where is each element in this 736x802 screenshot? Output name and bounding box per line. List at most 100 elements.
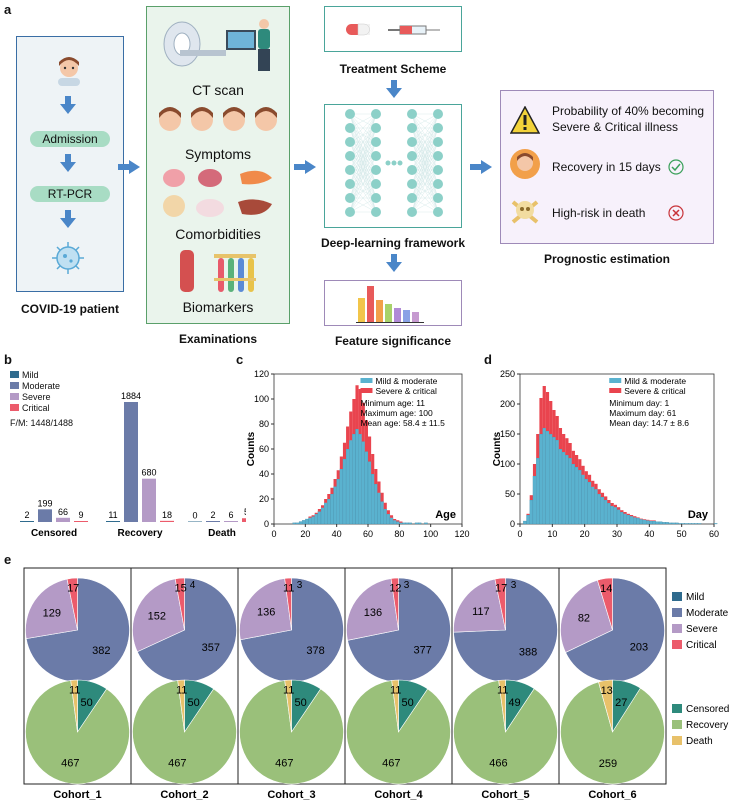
hist-bar-mild-moderate bbox=[399, 522, 403, 525]
hist-bar-mild-moderate bbox=[662, 522, 666, 525]
prognosis-caption: Prognostic estimation bbox=[543, 252, 671, 266]
hist-bar-severe-critical bbox=[574, 455, 579, 467]
hist-bar-severe-critical bbox=[587, 474, 592, 482]
hist-bar-severe-critical bbox=[604, 496, 608, 500]
hist-bar-mild-moderate bbox=[536, 457, 540, 525]
hist-bar-severe-critical bbox=[377, 481, 381, 493]
cross-icon bbox=[668, 205, 684, 221]
hist-bar-mild-moderate bbox=[613, 507, 618, 525]
pie-value-label: 17 bbox=[495, 583, 507, 595]
y-tick-label: 60 bbox=[259, 444, 269, 454]
cohort-label: Cohort_1 bbox=[53, 789, 101, 801]
pie-value-label: 50 bbox=[188, 697, 200, 709]
hist-bar-severe-critical bbox=[311, 515, 315, 517]
death-risk-text: High-risk in death bbox=[552, 206, 646, 220]
exam-item-ct: CT scan bbox=[192, 82, 244, 98]
y-tick-label: 100 bbox=[500, 459, 515, 469]
stat-text: Mean age: 58.4 ± 11.5 bbox=[360, 418, 445, 428]
pie-slice-death bbox=[391, 679, 399, 733]
cohort-label: Cohort_3 bbox=[267, 789, 315, 801]
cohort-label: Cohort_2 bbox=[160, 789, 208, 801]
hist-bar-mild-moderate bbox=[392, 520, 397, 525]
nn-dot bbox=[397, 160, 403, 166]
examinations-caption: Examinations bbox=[178, 332, 258, 346]
nn-edge bbox=[349, 113, 377, 157]
pie-slice-critical bbox=[390, 577, 399, 631]
panel-e-letter: e bbox=[4, 552, 12, 567]
y-tick-label: 40 bbox=[259, 469, 269, 479]
nn-node bbox=[407, 109, 417, 119]
hist-bar-mild-moderate bbox=[383, 508, 387, 525]
hist-bar-mild-moderate bbox=[305, 518, 309, 525]
hist-bar-severe-critical bbox=[526, 513, 530, 515]
pie-value-label: 466 bbox=[489, 757, 507, 769]
hist-bar-mild-moderate bbox=[652, 520, 656, 525]
legend-label: Severe bbox=[22, 392, 51, 402]
nn-node bbox=[371, 207, 381, 217]
nn-dot bbox=[385, 160, 391, 166]
bar-moderate bbox=[206, 521, 220, 522]
recovered-patient-icon bbox=[510, 149, 540, 179]
cohort-label: Cohort_4 bbox=[374, 789, 423, 801]
virus-icon bbox=[48, 240, 88, 281]
hist-bar-mild-moderate bbox=[665, 522, 669, 525]
hist-bar-severe-critical bbox=[371, 454, 375, 474]
hist-bar-mild-moderate bbox=[327, 498, 331, 525]
legend-item-severe: Severe bbox=[10, 392, 60, 403]
nn-node bbox=[371, 137, 381, 147]
hist-bar-severe-critical bbox=[649, 520, 653, 521]
hist-bar-severe-critical bbox=[555, 416, 559, 440]
hist-bar-mild-moderate bbox=[597, 493, 601, 525]
legend-item-mild: Mild bbox=[10, 370, 60, 381]
bar-moderate bbox=[38, 509, 52, 522]
pie-slice-critical bbox=[494, 577, 506, 631]
hist-bar-mild-moderate bbox=[600, 496, 605, 525]
hist-bar-severe-critical bbox=[549, 401, 553, 434]
hist-bar-mild-moderate bbox=[317, 511, 322, 525]
legend-swatch-severe-critical bbox=[360, 388, 373, 393]
nn-edge bbox=[411, 113, 439, 143]
hist-bar-mild-moderate bbox=[339, 468, 344, 525]
hist-bar-severe-critical bbox=[545, 392, 550, 431]
y-tick-label: 200 bbox=[500, 399, 515, 409]
arrow-down-icon bbox=[60, 96, 76, 114]
hist-bar-severe-critical bbox=[581, 465, 585, 475]
hist-bar-severe-critical bbox=[620, 510, 624, 512]
hist-bar-mild-moderate bbox=[594, 489, 598, 525]
hist-bar-mild-moderate bbox=[526, 514, 530, 525]
organs-icon bbox=[160, 166, 280, 227]
nn-node bbox=[345, 165, 355, 175]
hist-bar-mild-moderate bbox=[333, 486, 337, 525]
pie-value-label: 13 bbox=[601, 685, 613, 697]
admission-step: Admission bbox=[30, 131, 110, 147]
nn-node bbox=[371, 109, 381, 119]
pie-value-label: 378 bbox=[306, 645, 324, 657]
hist-bar-severe-critical bbox=[532, 464, 537, 476]
hist-bar-mild-moderate bbox=[298, 521, 303, 525]
legend-label: Mild & moderate bbox=[375, 376, 437, 386]
exam-item-symptoms: Symptoms bbox=[184, 146, 252, 162]
hist-bar-mild-moderate bbox=[571, 463, 576, 525]
hist-bar-mild-moderate bbox=[678, 523, 682, 525]
cohort-label: Cohort_6 bbox=[588, 789, 636, 801]
nn-node bbox=[345, 137, 355, 147]
hist-bar-severe-critical bbox=[393, 519, 397, 521]
y-tick-label: 120 bbox=[254, 369, 269, 379]
hist-bar-severe-critical bbox=[617, 507, 621, 510]
hist-bar-mild-moderate bbox=[532, 475, 537, 525]
pie-value-label: 203 bbox=[630, 642, 648, 654]
bar-value-label: 2 bbox=[210, 510, 215, 520]
stat-text: Minimum day: 1 bbox=[609, 398, 669, 408]
test-tubes-icon bbox=[176, 248, 266, 299]
nn-node bbox=[371, 193, 381, 203]
arrow-down-icon bbox=[386, 254, 402, 272]
legend-swatch bbox=[672, 704, 682, 713]
hist-bar-severe-critical bbox=[571, 450, 575, 464]
pie-slice-recovery bbox=[346, 680, 451, 785]
hist-bar-mild-moderate bbox=[358, 433, 362, 525]
hist-bar-mild-moderate bbox=[324, 502, 328, 525]
hist-bar-severe-critical bbox=[399, 521, 403, 523]
neural-network-icon bbox=[340, 108, 448, 229]
pie-slice-death bbox=[284, 679, 292, 733]
